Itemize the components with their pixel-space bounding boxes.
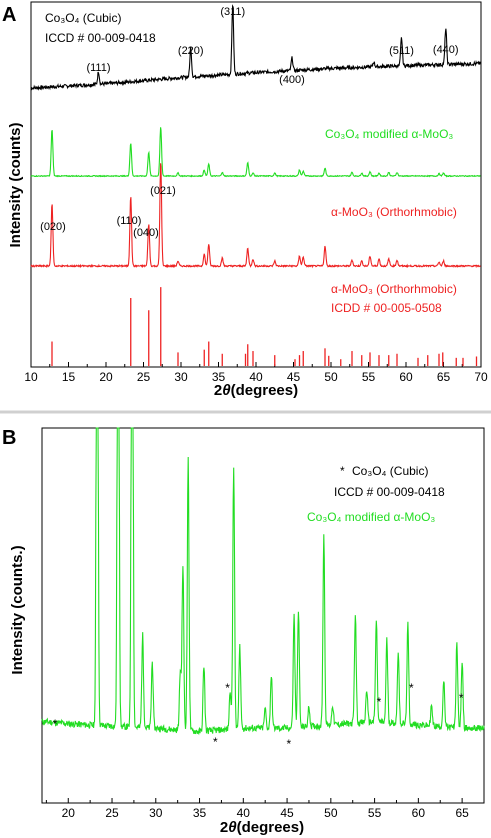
peak-label-moo3: (110) <box>117 215 142 227</box>
panel-a-x-tick-label: 40 <box>249 370 263 384</box>
panel-a-x-axis-title: 2θ(degrees) <box>214 382 298 399</box>
panel-a: A 10 15 20 25 30 35 40 45 50 55 60 65 70 Co₃O₄ (Cubi… <box>2 1 488 399</box>
peak-label-co3o4: (311) <box>220 6 245 18</box>
series-moo3-line <box>30 163 481 269</box>
panel-a-x-tick-label: 20 <box>99 370 113 384</box>
panel-b-x-axis-title: 2θ(degrees) <box>220 819 304 836</box>
reference-card-label: ICDD # 00-005-0508 <box>331 301 442 315</box>
panel-b-x-tick-label: 20 <box>62 806 76 820</box>
peak-label-co3o4: (220) <box>178 45 204 57</box>
panel-b-x-tick-label: 55 <box>368 806 382 820</box>
panel-b-x-tick-label: 25 <box>105 806 119 820</box>
panel-b-x-tick-label: 40 <box>237 806 251 820</box>
peak-label-co3o4: (111) <box>86 62 110 74</box>
panel-a-x-tick-label: 45 <box>287 370 301 384</box>
co3o4-asterisk-marker: * <box>459 691 464 705</box>
peak-label-moo3: (040) <box>133 227 159 239</box>
peak-label-moo3: (020) <box>40 221 66 233</box>
co3o4-label: Co₃O₄ (Cubic) <box>45 11 121 25</box>
legend-asterisk: * <box>340 464 345 478</box>
legend-card-label: ICCD # 00-009-0418 <box>334 485 445 499</box>
co3o4-asterisk-marker: * <box>409 681 414 695</box>
panel-a-y-axis-title: Intensity (counts) <box>7 122 24 247</box>
panel-a-annotations: Co₃O₄ (Cubic) ICCD # 00-009-0418 Co₃O₄ mod… <box>40 6 458 315</box>
panel-b-x-axis: 20 25 30 35 40 45 50 55 60 65 <box>45 798 469 820</box>
panel-b-x-tick-label: 50 <box>324 806 338 820</box>
panel-b-x-tick-label: 30 <box>149 806 163 820</box>
co3o4-asterisk-marker: * <box>213 735 218 749</box>
panel-a-x-tick-label: 15 <box>62 370 76 384</box>
moo3-series-label: α-MoO₃ (Orthorhmobic) <box>331 205 457 219</box>
panel-b-x-tick-label: 45 <box>280 806 294 820</box>
legend-co3o4-label: Co₃O₄ (Cubic) <box>352 464 428 478</box>
panel-a-x-tick-label: 10 <box>24 370 38 384</box>
panel-b-frame <box>41 427 485 804</box>
co3o4-card-label: ICCD # 00-009-0418 <box>45 31 156 45</box>
panel-a-x-tick-label: 55 <box>362 370 376 384</box>
panel-b-annotations: * * * * * * * * Co₃O₄ (Cubic) ICCD # 00-009-0418 C… <box>53 464 464 751</box>
panel-b-x-tick-label: 35 <box>193 806 207 820</box>
reference-label: α-MoO₃ (Orthorhmobic) <box>331 282 457 296</box>
panel-b-x-tick-label: 65 <box>455 806 469 820</box>
panel-a-x-tick-label: 35 <box>212 370 226 384</box>
series-modified-zoom-line <box>41 427 485 736</box>
peak-label-co3o4: (511) <box>389 45 414 57</box>
panel-a-x-tick-label: 60 <box>399 370 413 384</box>
series-co3o4-line <box>30 4 482 91</box>
panel-a-x-tick-label: 50 <box>324 370 338 384</box>
panel-a-x-tick-label: 65 <box>437 370 451 384</box>
peak-label-moo3: (021) <box>150 185 176 197</box>
panel-b-plot-area <box>41 427 485 736</box>
co3o4-asterisk-marker: * <box>286 737 291 751</box>
modified-series-label: Co₃O₄ modified α-MoO₃ <box>325 127 453 141</box>
panel-a-x-tick-label: 70 <box>474 370 488 384</box>
co3o4-asterisk-marker: * <box>377 695 382 709</box>
panel-b-y-axis-title: Intensity (counts.) <box>9 545 26 674</box>
panel-a-x-tick-label: 30 <box>174 370 188 384</box>
panel-a-plot-area <box>30 4 482 366</box>
panel-a-label: A <box>2 4 16 26</box>
panel-b-label: B <box>2 427 16 449</box>
series-modified-line <box>30 127 481 178</box>
panel-b-x-tick-label: 60 <box>412 806 426 820</box>
panel-a-x-tick-label: 25 <box>137 370 151 384</box>
panel-a-x-axis: 10 15 20 25 30 35 40 45 50 55 60 65 70 <box>24 362 488 384</box>
peak-label-co3o4: (440) <box>433 44 459 56</box>
panel-b: B 20 25 30 35 40 45 50 55 60 65 * * * * * * * * Co₃O₄ (Cu… <box>2 427 485 836</box>
peak-label-co3o4: (400) <box>279 74 305 86</box>
co3o4-asterisk-marker: * <box>53 717 58 731</box>
co3o4-asterisk-marker: * <box>225 681 230 695</box>
legend-modified-label: Co₃O₄ modified α-MoO₃ <box>307 510 435 524</box>
